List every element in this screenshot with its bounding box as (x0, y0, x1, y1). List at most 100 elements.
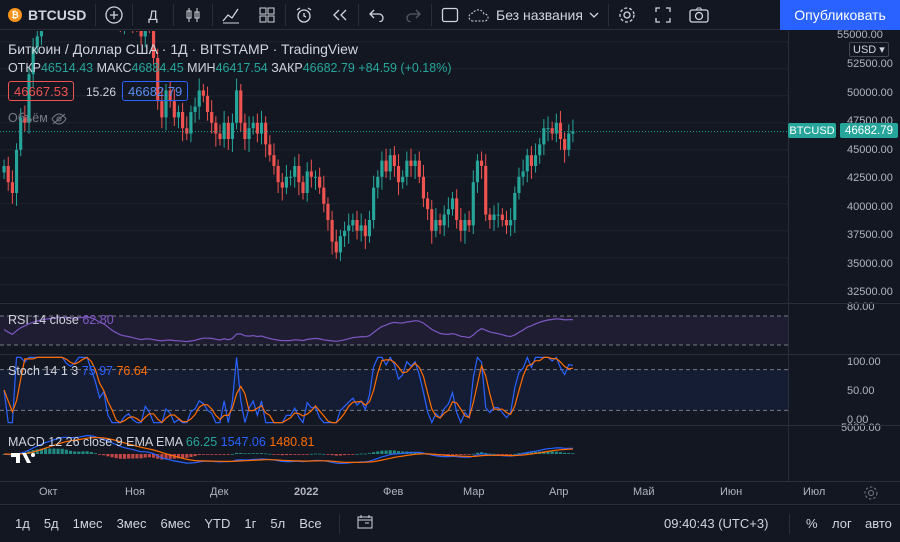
macd-hist-bar (338, 454, 342, 456)
auto-toggle[interactable]: авто (865, 516, 892, 531)
time-axis-tick: 2022 (294, 486, 319, 498)
range-5d[interactable]: 5д (43, 516, 59, 531)
sell-price-button[interactable]: 46667.53 (8, 81, 75, 101)
low-value: 46417.54 (215, 61, 268, 75)
candle-body (172, 101, 176, 118)
range-1y[interactable]: 1г (244, 516, 257, 531)
candle-body (359, 225, 363, 231)
candle-body (517, 176, 521, 193)
candle-body (471, 182, 475, 226)
macd-hist-bar (222, 454, 226, 455)
macd-hist-bar (135, 454, 139, 459)
settings-icon[interactable] (609, 0, 645, 30)
stoch-axis-tick: 100.00 (847, 356, 881, 368)
macd-hist-bar (114, 454, 118, 459)
macd-hist-bar (205, 454, 210, 455)
range-1d[interactable]: 1д (15, 516, 30, 531)
price-chart-svg[interactable] (0, 0, 788, 481)
symbol-search-button[interactable]: ₿ BTCUSD (0, 0, 95, 30)
redo-icon[interactable] (395, 0, 431, 30)
range-all[interactable]: Все (299, 516, 322, 531)
candle-body (409, 160, 413, 166)
chevron-down-icon (589, 12, 599, 18)
candle-body (230, 122, 235, 139)
range-1m[interactable]: 1мес (72, 516, 103, 531)
eye-hidden-icon[interactable] (51, 113, 67, 125)
pane-separator[interactable] (0, 425, 900, 426)
fullscreen-rect-icon[interactable] (432, 0, 468, 30)
macd-hist-bar (380, 450, 384, 454)
stoch-axis-tick: 50.00 (847, 385, 875, 397)
snapshot-icon[interactable] (681, 0, 717, 30)
date-range-icon[interactable] (356, 514, 374, 533)
alert-icon[interactable] (286, 0, 322, 30)
buy-price-button[interactable]: 46682.79 (122, 81, 189, 101)
macd-hist-bar (480, 452, 484, 454)
price-axis[interactable]: 55000.00 USD ▾ 52500.00 50000.00 47500.0… (788, 29, 900, 481)
layout-name-button[interactable]: Без названия (468, 0, 608, 30)
macd-hist-bar (546, 451, 550, 454)
range-5y[interactable]: 5л (270, 516, 286, 531)
bottom-bar: 1д 5д 1мес 3мес 6мес YTD 1г 5л Все 09:40… (0, 504, 900, 542)
candle-body (151, 20, 156, 58)
chart-area[interactable]: Биткоин / Доллар США · 1Д · BITSTAMP · T… (0, 0, 788, 481)
candle-body (426, 198, 430, 210)
candle-body (318, 176, 322, 188)
stoch-axis-tick: 0.00 (847, 414, 869, 426)
fullscreen-icon[interactable] (645, 0, 681, 30)
clock[interactable]: 09:40:43 (UTC+3) (664, 516, 769, 531)
symbol-title: Биткоин / Доллар США · 1Д · BITSTAMP · T… (8, 41, 358, 57)
range-6m[interactable]: 6мес (160, 516, 191, 531)
macd-hist-bar (280, 454, 284, 456)
macd-hist-bar (517, 453, 521, 454)
bar-chart-icon[interactable] (174, 0, 212, 30)
candle-body (139, 25, 143, 37)
pane-separator[interactable] (0, 303, 900, 304)
macd-hist-bar (500, 454, 504, 455)
last-price-symbol-tag: BTCUSD (788, 123, 836, 138)
candle-body (309, 171, 313, 177)
macd-axis-tick: 5000.00 (841, 422, 881, 434)
macd-hist-bar (363, 453, 367, 455)
candle-body (355, 220, 359, 231)
macd-hist-bar (35, 449, 39, 454)
macd-hist-bar (347, 454, 351, 455)
range-3m[interactable]: 3мес (116, 516, 147, 531)
indicators-icon[interactable] (213, 0, 249, 30)
last-price-tag: 46682.79 (840, 123, 898, 138)
candle-body (496, 214, 500, 216)
candle-body (201, 90, 205, 96)
macd-hist-bar (122, 454, 127, 459)
volume-label: Объём (8, 111, 48, 125)
interval-button[interactable]: Д (148, 6, 158, 23)
candle-body (10, 182, 14, 193)
close-label: ЗАКР (271, 61, 303, 75)
macd-hist-bar (367, 453, 372, 454)
candle-body (480, 160, 484, 166)
range-ytd[interactable]: YTD (204, 516, 231, 531)
candle-body (488, 214, 492, 220)
macd-hist-bar (201, 454, 205, 455)
candle-body (264, 122, 268, 145)
log-toggle[interactable]: лог (832, 516, 852, 531)
candle-body (313, 176, 318, 178)
candle-body (438, 220, 442, 226)
publish-button[interactable]: Опубликовать (780, 0, 900, 30)
layout-name: Без названия (496, 6, 583, 23)
add-symbol-icon[interactable] (96, 0, 132, 30)
pane-separator[interactable] (0, 354, 900, 355)
currency-selector[interactable]: USD ▾ (849, 42, 889, 57)
layouts-icon[interactable] (249, 0, 285, 30)
stoch-k-value: 75.97 (81, 364, 113, 378)
macd-hist-bar (334, 454, 338, 456)
macd-hist-bar (351, 454, 355, 455)
percent-toggle[interactable]: % (806, 516, 818, 531)
candle-body (214, 122, 218, 134)
macd-hist-bar (264, 453, 268, 455)
replay-icon[interactable] (322, 0, 358, 30)
undo-icon[interactable] (359, 0, 395, 30)
time-axis[interactable]: Окт Ноя Дек 2022 Фев Мар Апр Май Июн Июл (0, 481, 900, 503)
chart-settings-gear-icon[interactable] (863, 485, 879, 506)
candle-body (235, 90, 239, 123)
macd-hist-bar (189, 454, 193, 457)
